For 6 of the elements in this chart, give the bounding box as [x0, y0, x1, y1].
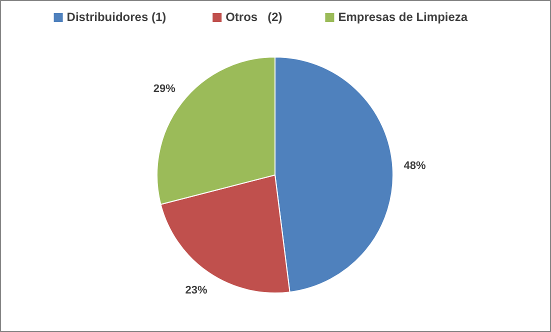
- data-label: 48%: [404, 160, 426, 172]
- legend-label: Empresas de Limpieza: [338, 10, 468, 24]
- data-label: 23%: [185, 284, 208, 297]
- legend-label: Distribuidores (1): [66, 10, 166, 24]
- legend-label: Otros (2): [226, 10, 282, 24]
- data-label: 29%: [153, 83, 176, 96]
